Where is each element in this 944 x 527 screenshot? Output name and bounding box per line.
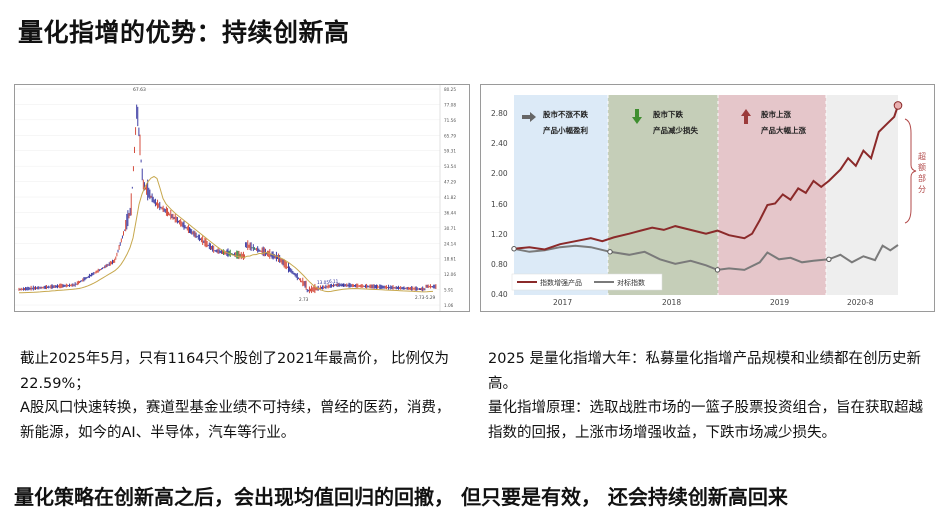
y-tick-label: 2.00 — [491, 169, 508, 178]
price-tick-label: 36.44 — [444, 210, 456, 215]
line-marker — [607, 249, 613, 255]
price-annotation-3: 6.70 — [336, 283, 346, 288]
x-label-2019: 2019 — [770, 298, 789, 307]
y-tick-label: 1.20 — [491, 230, 508, 239]
left-text-line-2: A股风口快速转换，赛道型基金业绩不可持续，曾经的医药，消费，新能源，如今的AI、… — [20, 400, 451, 441]
stock-price-chart: 80.25 77.08 71.56 65.79 59.31 53.54 47.29 41.82… — [14, 84, 470, 312]
stock-chart-svg: 80.25 77.08 71.56 65.79 59.31 53.54 47.29 41.82… — [15, 85, 456, 311]
x-axis-labels: 2017 2018 2019 2020-8 — [553, 298, 874, 307]
arrow-up-icon — [741, 109, 751, 124]
page-title: 量化指增的优势：持续创新高 — [18, 18, 350, 47]
right-description: 2025 是量化指增大年：私募量化指增产品规模和业绩都在创历史新高。 量化指增原… — [488, 347, 933, 445]
line-marker — [714, 267, 721, 273]
product-line — [513, 105, 899, 251]
legend-product: 指数增强产品 — [540, 278, 582, 287]
x-label-2020: 2020-8 — [847, 298, 874, 307]
x-label-2017: 2017 — [553, 298, 572, 307]
price-tick-label: 18.61 — [444, 257, 456, 262]
price-tick-label: 12.06 — [444, 272, 456, 277]
index-enhancement-chart: 2.80 2.40 2.00 1.60 1.20 0.80 0.40 股市不涨不… — [480, 84, 935, 312]
peak-price-label: 67.63 — [133, 87, 146, 93]
region-caption-up: 股市上涨 产品大幅上涨 — [741, 109, 806, 135]
region-down-market — [608, 95, 718, 295]
left-description: 截止2025年5月，只有1164只个股创了2021年最高价， 比例仅为22.59… — [20, 347, 460, 445]
region-caption-down: 股市下跌 产品减少损失 — [632, 109, 698, 135]
line-end-marker — [893, 101, 903, 110]
arrow-right-icon — [522, 112, 536, 122]
excess-char: 分 — [918, 185, 926, 194]
price-tick-label: 53.54 — [444, 164, 456, 169]
y-tick-label: 2.40 — [491, 139, 508, 148]
region-flat-market — [514, 95, 608, 295]
price-tick-label: 30.71 — [444, 226, 456, 231]
region-2020 — [826, 95, 898, 295]
excess-char: 额 — [918, 162, 926, 172]
excess-char: 部 — [918, 173, 926, 183]
excess-bracket — [904, 118, 917, 224]
price-tick-label: 80.25 — [444, 87, 456, 92]
svg-text:产品小幅盈利: 产品小幅盈利 — [543, 125, 588, 135]
price-annotation-2: 6.11 — [329, 279, 339, 284]
y-tick-label: 2.80 — [491, 109, 508, 118]
benchmark-line — [513, 244, 899, 271]
svg-text:产品减少损失: 产品减少损失 — [653, 125, 698, 135]
price-tick-label: 47.29 — [444, 180, 456, 185]
price-annotation-5: 2.73-5.29 — [415, 295, 435, 300]
y-tick-label: 0.40 — [491, 290, 508, 299]
line-marker — [826, 256, 832, 263]
price-tick-label: 59.31 — [444, 149, 456, 154]
moving-average-line — [19, 175, 434, 294]
arrow-down-icon — [632, 109, 642, 124]
price-annotation-1: 13.05 — [317, 280, 329, 285]
price-annotation-4: 2.73 — [299, 297, 309, 302]
region-up-market — [718, 95, 826, 295]
right-text-line-1: 2025 是量化指增大年：私募量化指增产品规模和业绩都在创历史新高。 — [488, 351, 922, 392]
enhancement-chart-svg: 2.80 2.40 2.00 1.60 1.20 0.80 0.40 股市不涨不… — [491, 95, 926, 307]
svg-text:股市不涨不跌: 股市不涨不跌 — [543, 109, 588, 119]
price-tick-label: 65.79 — [444, 133, 456, 138]
y-tick-label: 1.60 — [491, 200, 508, 209]
svg-text:股市下跌: 股市下跌 — [653, 109, 683, 119]
right-text-line-2: 量化指增原理：选取战胜市场的一篮子股票投资组合，旨在获取超越指数的回报，上涨市场… — [488, 400, 923, 441]
price-tick-label: 41.82 — [444, 195, 456, 200]
line-markers — [511, 101, 903, 273]
region-caption-flat: 股市不涨不跌 产品小幅盈利 — [522, 109, 588, 135]
line-marker — [511, 246, 517, 252]
stock-chart-gridlines — [15, 88, 440, 306]
legend-benchmark: 对标指数 — [617, 278, 645, 287]
excess-char: 超 — [918, 151, 926, 161]
price-tick-label: 77.08 — [444, 102, 456, 107]
left-text-line-1: 截止2025年5月，只有1164只个股创了2021年最高价， 比例仅为22.59… — [20, 351, 450, 392]
price-tick-label: 1.06 — [444, 303, 454, 308]
x-label-2018: 2018 — [662, 298, 681, 307]
chart-legend: 指数增强产品 对标指数 — [511, 273, 663, 291]
value-axis-ticks: 2.80 2.40 2.00 1.60 1.20 0.80 0.40 — [491, 109, 508, 299]
stock-candles — [18, 104, 437, 294]
svg-text:产品大幅上涨: 产品大幅上涨 — [761, 125, 806, 135]
conclusion-text: 量化策略在创新高之后，会出现均值回归的回撤， 但只要是有效， 还会持续创新高回来 — [14, 485, 788, 509]
price-tick-label: 24.14 — [444, 241, 456, 246]
y-tick-label: 0.80 — [491, 260, 508, 269]
price-axis-ticks: 80.25 77.08 71.56 65.79 59.31 53.54 47.29 41.82… — [444, 87, 456, 308]
svg-text:股市上涨: 股市上涨 — [761, 109, 791, 119]
price-tick-label: 5.91 — [444, 288, 454, 293]
price-tick-label: 71.56 — [444, 118, 456, 123]
